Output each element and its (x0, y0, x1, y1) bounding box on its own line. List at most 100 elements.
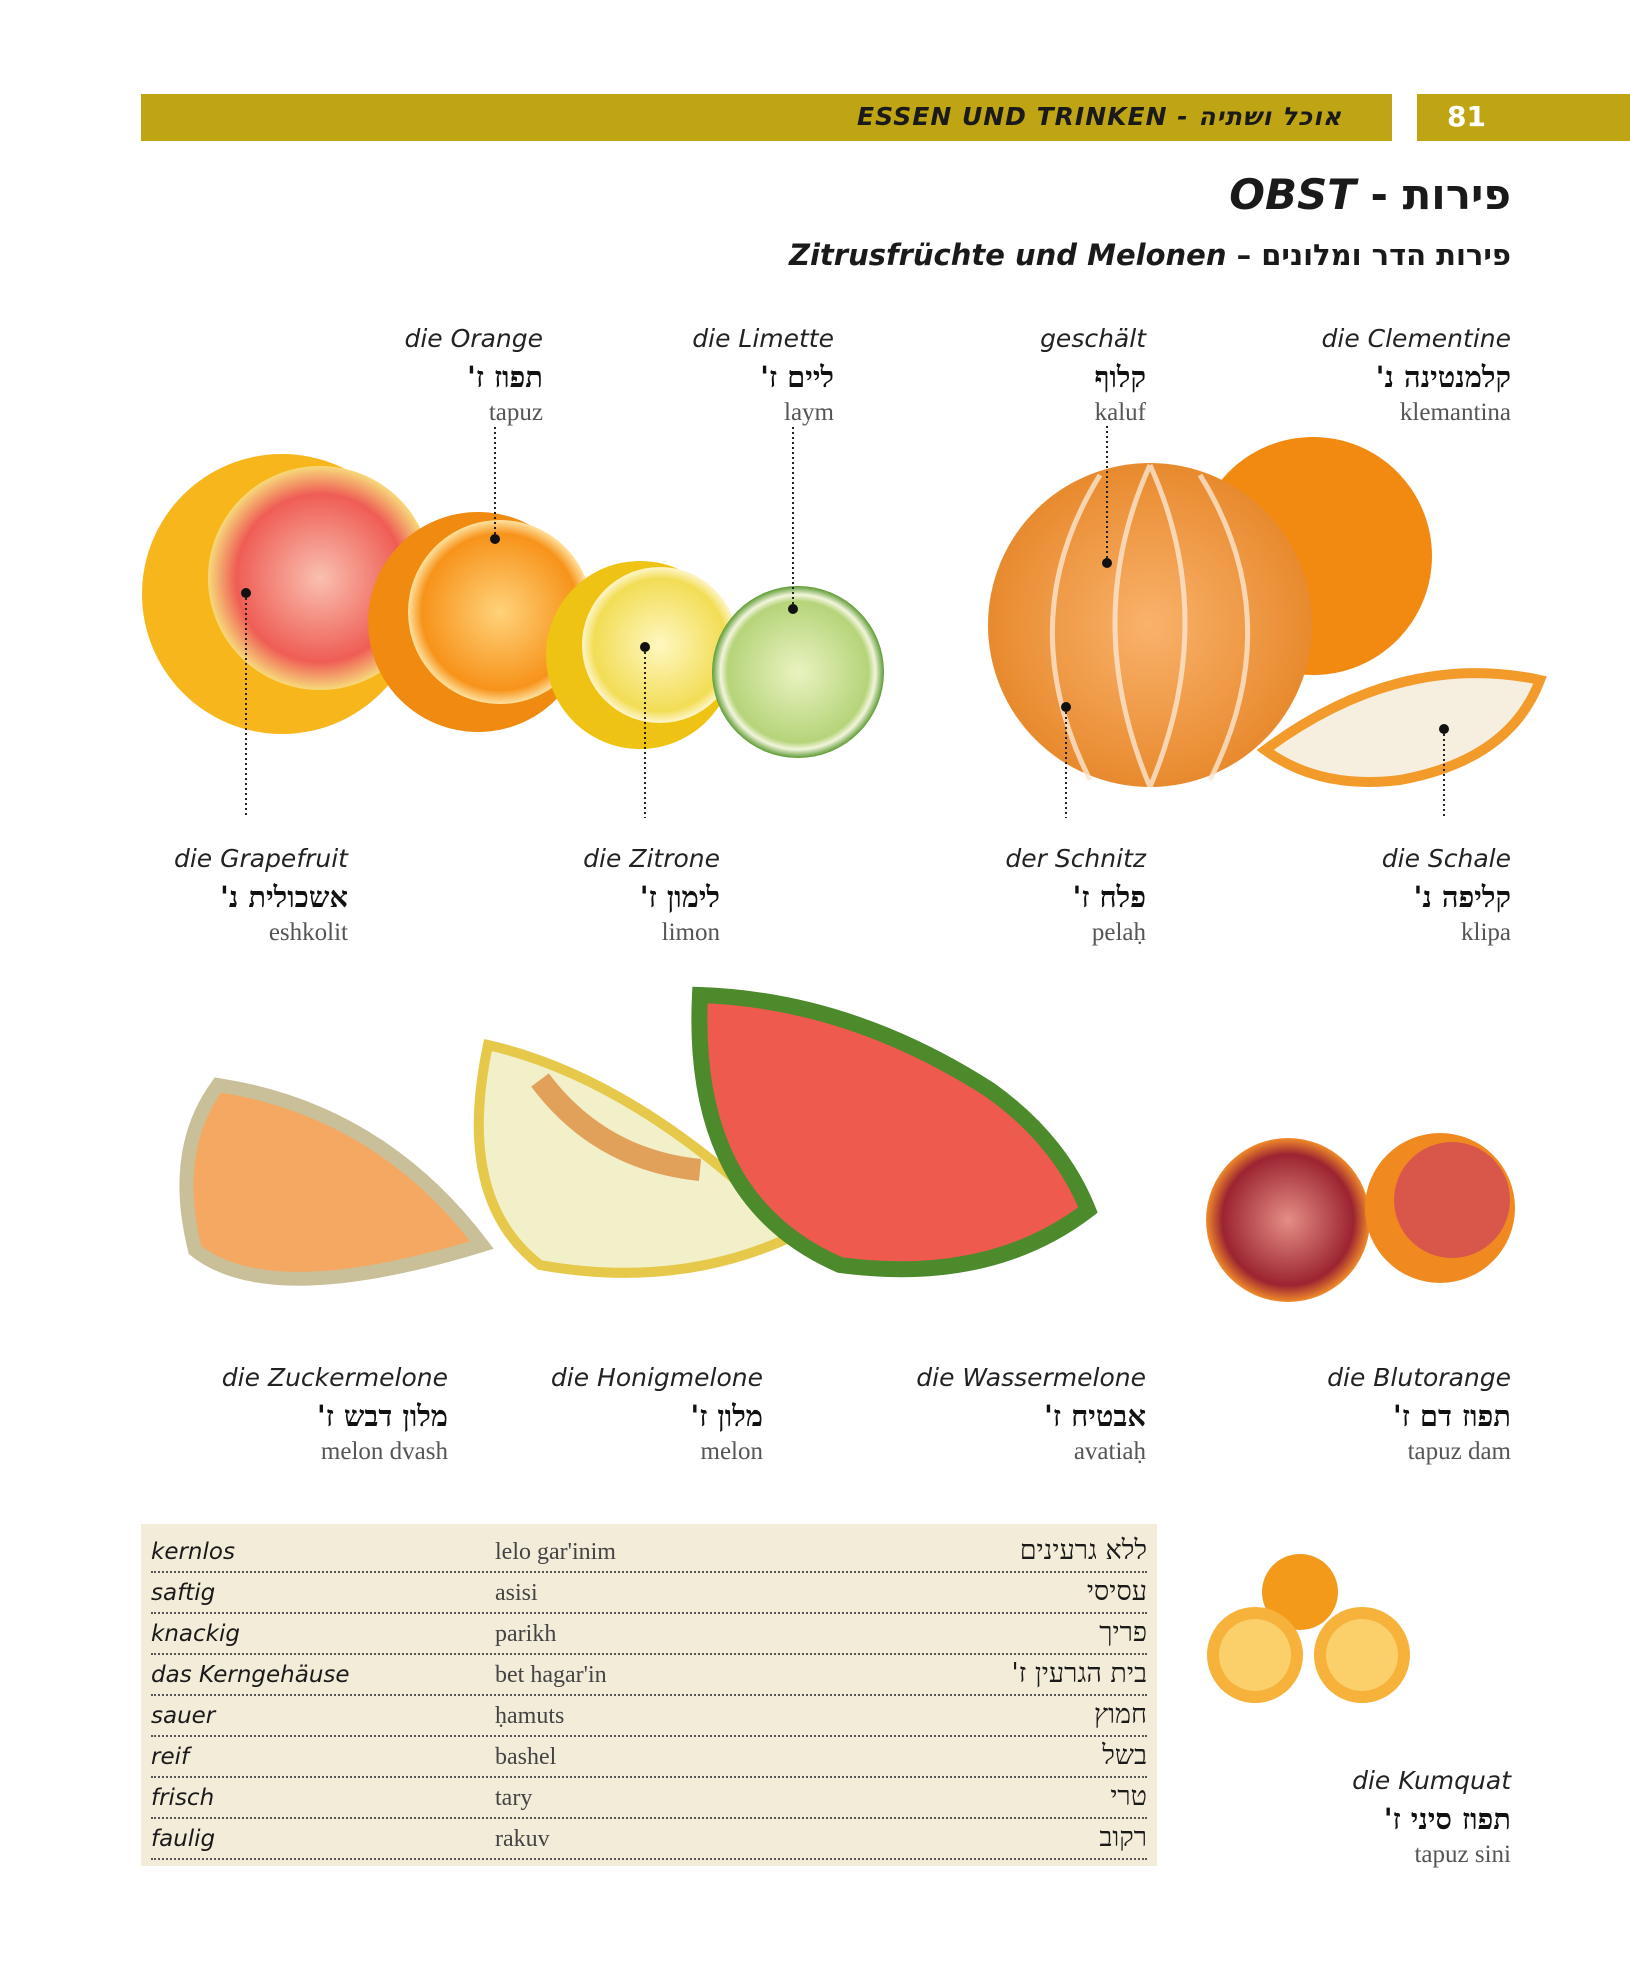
german-term: reif (151, 1744, 190, 1770)
hebrew-term: קלמנטינה נ' (1375, 360, 1511, 394)
peeled-clementine-image (988, 463, 1312, 788)
pointer-dot (1102, 558, 1112, 568)
hebrew-term: לימון ז' (639, 880, 720, 914)
german-term: frisch (151, 1785, 215, 1811)
label-grapefruit: die Grapefruit אשכולית נ' eshkolit (174, 841, 348, 949)
section-header-bar: ESSEN UND TRINKEN - אוכל ושתיה (141, 94, 1392, 141)
pointer-dot (1061, 702, 1071, 712)
title-sep: - (1355, 170, 1403, 219)
transliteration: klemantina (1399, 399, 1511, 426)
transliteration: parikh (495, 1621, 557, 1647)
german-term: der Schnitz (1005, 844, 1146, 873)
honeydew-image (473, 1038, 804, 1278)
german-term: die Grapefruit (173, 844, 348, 873)
german-term: die Zuckermelone (221, 1363, 448, 1392)
hebrew-term: עסיסי (1086, 1576, 1147, 1607)
hebrew-term: קלוף (1094, 360, 1146, 394)
german-term: die Zitrone (583, 844, 720, 873)
vocab-row: knackig parikh פריך (151, 1612, 1147, 1655)
german-term: die Honigmelone (550, 1363, 763, 1392)
hebrew-term: חמוץ (1094, 1699, 1147, 1730)
hebrew-term: תפוז ז' (466, 360, 543, 394)
title-de: OBST (1229, 170, 1356, 219)
vocab-row: faulig rakuv רקוב (151, 1817, 1147, 1860)
lemon-image (546, 561, 738, 749)
transliteration: tapuz sini (1414, 1841, 1511, 1868)
german-term: saftig (151, 1580, 216, 1606)
transliteration: asisi (495, 1580, 538, 1606)
german-term: die Blutorange (1327, 1363, 1511, 1392)
transliteration: kaluf (1094, 399, 1146, 426)
vocab-row: reif bashel בשל (151, 1735, 1147, 1778)
label-zuckermelone: die Zuckermelone מלון דבש ז' melon dvash (222, 1360, 448, 1468)
label-limette: die Limette ליים ז' laym (692, 321, 834, 429)
section-title: ESSEN UND TRINKEN - אוכל ושתיה (857, 102, 1342, 131)
label-blutorange: die Blutorange תפוז דם ז' tapuz dam (1327, 1360, 1511, 1468)
transliteration: bashel (495, 1744, 557, 1770)
german-term: faulig (151, 1826, 216, 1852)
german-term: kernlos (151, 1539, 235, 1565)
label-orange: die Orange תפוז ז' tapuz (404, 321, 543, 429)
blood-orange-image (1206, 1133, 1515, 1302)
label-schale: die Schale קליפה נ' klipa (1382, 841, 1511, 949)
label-wassermelone: die Wassermelone אבטיח ז' avatiaḥ (916, 1360, 1146, 1468)
title-he: פירות (1402, 170, 1511, 219)
hebrew-term: תפוז סיני ז' (1383, 1802, 1511, 1836)
hebrew-term: בית הגרעין ז' (1011, 1658, 1147, 1689)
transliteration: ḥamuts (495, 1703, 565, 1729)
vocab-row: das Kerngehäuse bet hagar'in בית הגרעין ז' (151, 1653, 1147, 1696)
page-number: 81 (1447, 100, 1486, 133)
german-term: die Kumquat (1352, 1766, 1511, 1795)
german-term: die Wassermelone (916, 1363, 1146, 1392)
german-term: knackig (151, 1621, 240, 1647)
vocab-row: sauer ḥamuts חמוץ (151, 1694, 1147, 1737)
label-geschaelt: geschält קלוף kaluf (1040, 321, 1146, 429)
subtitle-he: פירות הדר ומלונים (1261, 238, 1511, 272)
hebrew-term: בשל (1102, 1740, 1147, 1771)
label-zitrone: die Zitrone לימון ז' limon (583, 841, 720, 949)
transliteration: melon dvash (320, 1438, 448, 1465)
transliteration: laym (784, 399, 834, 426)
transliteration: avatiaḥ (1073, 1438, 1146, 1465)
hebrew-term: קליפה נ' (1413, 880, 1511, 914)
label-schnitz: der Schnitz פלח ז' pelaḥ (1005, 841, 1146, 949)
transliteration: melon (700, 1438, 764, 1465)
vocabulary-table: kernlos lelo gar'inim ללא גרעינים saftig asi… (141, 1524, 1157, 1866)
german-term: die Orange (404, 324, 543, 353)
german-term: sauer (151, 1703, 216, 1729)
hebrew-term: אשכולית נ' (219, 880, 348, 914)
german-term: die Schale (1381, 844, 1511, 873)
vocab-row: frisch tary טרי (151, 1776, 1147, 1819)
transliteration: limon (661, 919, 720, 946)
german-term: geschält (1040, 324, 1146, 353)
pointer-dot (640, 642, 650, 652)
cantaloupe-image (179, 1077, 494, 1286)
transliteration: lelo gar'inim (495, 1539, 616, 1565)
page-number-box: 81 (1417, 94, 1630, 141)
watermelon-image (691, 986, 1098, 1278)
pointer-dot (490, 534, 500, 544)
german-term: die Limette (692, 324, 834, 353)
pointer-dot (788, 604, 798, 614)
transliteration: rakuv (495, 1826, 550, 1852)
page-title: OBST - פירות (1229, 170, 1511, 219)
subtitle-sep: – (1226, 238, 1262, 272)
kumquat-image (1207, 1554, 1410, 1703)
pointer-dot (241, 588, 251, 598)
hebrew-term: אבטיח ז' (1044, 1399, 1146, 1433)
transliteration: eshkolit (268, 919, 348, 946)
hebrew-term: מלון דבש ז' (316, 1399, 448, 1433)
transliteration: bet hagar'in (495, 1662, 607, 1688)
page-subtitle: Zitrusfrüchte und Melonen – פירות הדר ומ… (789, 238, 1511, 272)
hebrew-term: טרי (1110, 1781, 1147, 1812)
transliteration: pelaḥ (1091, 919, 1146, 946)
subtitle-de: Zitrusfrüchte und Melonen (788, 238, 1227, 272)
vocab-row: kernlos lelo gar'inim ללא גרעינים (151, 1530, 1147, 1573)
transliteration: klipa (1461, 919, 1511, 946)
label-clementine: die Clementine קלמנטינה נ' klemantina (1322, 321, 1511, 429)
german-term: die Clementine (1321, 324, 1511, 353)
hebrew-term: ללא גרעינים (1019, 1535, 1147, 1566)
hebrew-term: מלון ז' (690, 1399, 763, 1433)
label-kumquat: die Kumquat תפוז סיני ז' tapuz sini (1352, 1763, 1511, 1871)
